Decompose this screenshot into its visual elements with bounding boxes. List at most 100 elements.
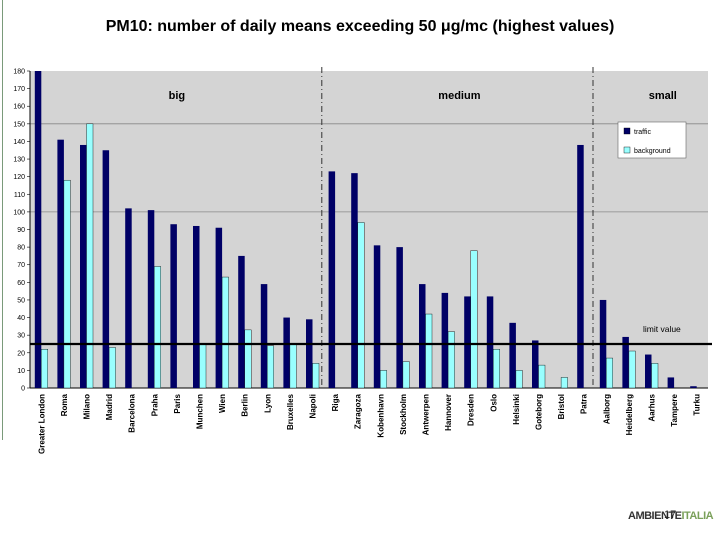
x-tick-label: Hannover xyxy=(444,394,453,431)
bar-traffic-helsinki xyxy=(509,322,516,388)
x-tick-label: Lyon xyxy=(263,394,272,413)
y-tick-label: 110 xyxy=(14,192,25,199)
bar-traffic-zaragoza xyxy=(351,173,358,388)
bar-background-heidelberg xyxy=(628,350,636,389)
bar-traffic-munchen xyxy=(193,225,200,388)
x-tick-label: Paris xyxy=(173,393,182,413)
bar-background-milano xyxy=(86,123,94,389)
bar-background-zaragoza xyxy=(357,222,365,389)
x-tick-label: Barcelona xyxy=(128,393,137,432)
bar-background-hannover xyxy=(447,331,455,389)
bar-traffic-barcelona xyxy=(125,208,132,388)
bar-traffic-kobenhavn xyxy=(373,245,381,388)
y-tick-label: 40 xyxy=(17,315,25,322)
x-tick-label: Wien xyxy=(218,394,227,413)
bar-traffic-roma xyxy=(57,139,64,388)
legend-swatch-background xyxy=(623,146,631,154)
x-tick-label: Munchen xyxy=(196,394,205,429)
bar-traffic-wien xyxy=(215,227,223,388)
x-tick-label: Patra xyxy=(580,393,589,414)
bar-background-lyon xyxy=(267,345,274,389)
bar-traffic-tampere xyxy=(667,377,675,388)
bar-background-madrid xyxy=(108,347,116,389)
bar-background-bruxelles xyxy=(289,343,297,389)
x-tick-label: Berlin xyxy=(241,394,250,417)
bar-background-stockholm xyxy=(402,361,410,389)
x-tick-label: Heidelberg xyxy=(625,394,634,435)
bar-traffic-patra xyxy=(577,144,584,388)
x-tick-label: Roma xyxy=(60,393,69,416)
bar-traffic-dresden xyxy=(464,296,471,388)
x-tick-label: Oslo xyxy=(489,394,498,412)
y-tick-label: 0 xyxy=(21,386,25,393)
x-tick-label: Helsinki xyxy=(512,394,521,425)
bar-traffic-riga xyxy=(328,171,336,388)
y-tick-label: 70 xyxy=(17,262,25,269)
bar-background-roma xyxy=(63,179,71,389)
y-tick-label: 30 xyxy=(17,333,25,340)
x-tick-label: Turku xyxy=(693,394,702,416)
y-tick-label: 160 xyxy=(13,104,25,111)
page-number: 17 xyxy=(664,509,677,521)
legend-label-background: background xyxy=(634,148,671,155)
y-tick-label: 150 xyxy=(13,121,25,128)
x-tick-label: Madrid xyxy=(105,394,114,420)
x-tick-label: Tampere xyxy=(670,393,679,426)
bar-traffic-bruxelles xyxy=(283,317,290,388)
bar-traffic-paris xyxy=(170,224,177,388)
logo-main: AMBIENTE xyxy=(628,510,682,522)
y-tick-label: 60 xyxy=(17,280,25,287)
bar-traffic-madrid xyxy=(102,150,110,388)
bar-background-napoli xyxy=(312,363,320,389)
y-tick-label: 120 xyxy=(13,174,25,181)
bar-background-bristol xyxy=(560,377,568,389)
bar-traffic-lyon xyxy=(260,284,268,388)
bar-background-aarhus xyxy=(651,363,659,389)
x-tick-label: Napoli xyxy=(309,394,318,418)
y-tick-label: 100 xyxy=(13,209,25,216)
bar-background-munchen xyxy=(199,343,207,389)
x-tick-label: Goteborg xyxy=(535,394,544,430)
logo: AMBIENTEITALIA xyxy=(628,510,714,522)
x-tick-label: Bruxelles xyxy=(286,393,295,430)
limit-label: limit value xyxy=(643,324,681,334)
x-tick-label: Aalborg xyxy=(602,394,611,424)
x-tick-label: Stockholm xyxy=(399,394,408,435)
bar-background-dresden xyxy=(470,250,478,389)
bar-traffic-aarhus xyxy=(645,354,652,388)
x-tick-label: Zaragoza xyxy=(354,393,363,429)
bar-background-wien xyxy=(221,276,229,389)
x-tick-label: Praha xyxy=(150,393,159,416)
x-tick-label: Milano xyxy=(83,394,92,419)
bar-traffic-antwerpen xyxy=(419,284,426,388)
y-tick-label: 50 xyxy=(17,297,25,304)
bar-traffic-heidelberg xyxy=(622,336,629,388)
slide-edge-rule xyxy=(2,0,3,440)
x-tick-label: Antwerpen xyxy=(422,394,431,435)
x-tick-label: Riga xyxy=(331,393,340,411)
bar-background-oslo xyxy=(493,349,500,389)
bar-background-berlin xyxy=(244,329,252,389)
y-tick-label: 80 xyxy=(17,245,25,252)
bar-background-greater-london xyxy=(41,349,48,389)
bar-background-praha xyxy=(154,266,162,389)
x-tick-label: Kobenhavn xyxy=(376,394,385,438)
bar-traffic-milano xyxy=(80,144,87,388)
bar-traffic-hannover xyxy=(441,292,449,388)
legend-swatch-traffic xyxy=(623,127,631,135)
group-label-small: small xyxy=(649,90,677,102)
chart-title: PM10: number of daily means exceeding 50… xyxy=(105,18,615,35)
bar-traffic-turku xyxy=(690,386,697,388)
x-tick-label: Bristol xyxy=(557,394,566,419)
group-label-big: big xyxy=(169,90,186,102)
bar-traffic-berlin xyxy=(238,255,245,388)
bar-traffic-oslo xyxy=(486,296,494,388)
bar-traffic-goteborg xyxy=(532,340,539,388)
y-tick-label: 130 xyxy=(13,157,25,164)
x-tick-label: Dresden xyxy=(467,394,476,426)
y-tick-label: 170 xyxy=(13,86,25,93)
bar-background-helsinki xyxy=(515,370,523,389)
bar-background-antwerpen xyxy=(425,313,433,389)
logo-accent: ITALIA xyxy=(681,510,714,522)
